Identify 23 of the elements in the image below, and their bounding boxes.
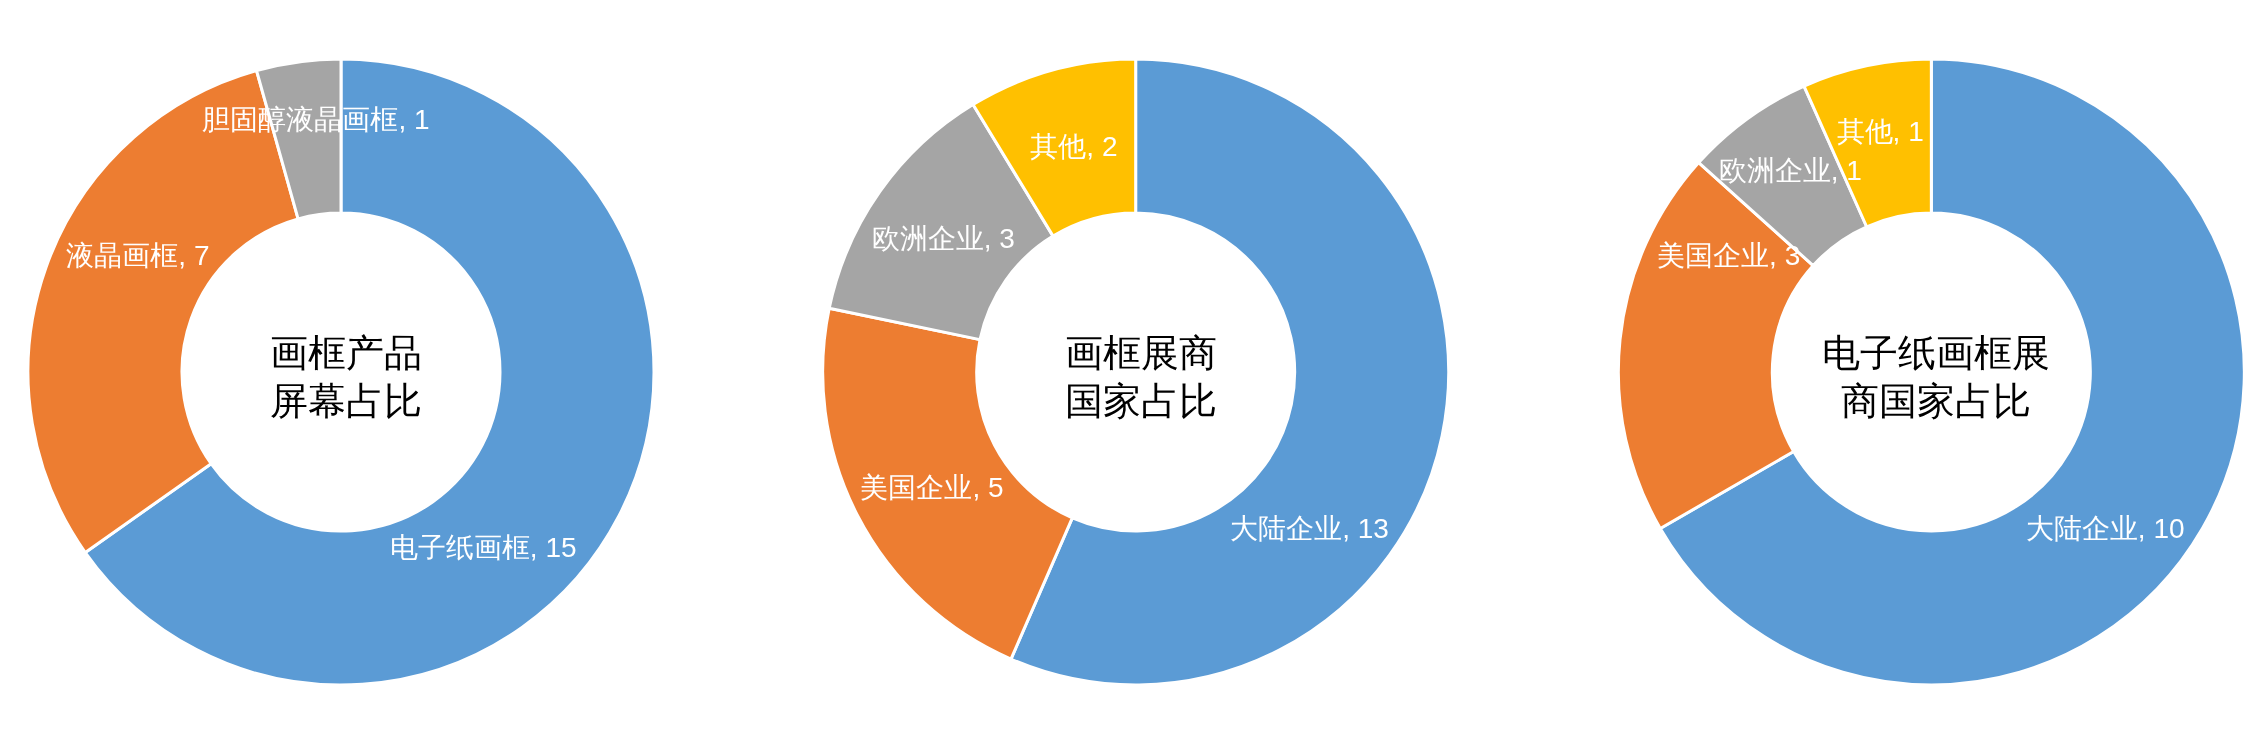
slice-label: 其他 xyxy=(1030,130,1087,162)
slice-label: 其他 xyxy=(1836,115,1893,147)
slice-label: 大陆企业 xyxy=(1230,513,1343,545)
data-label: , 1 xyxy=(1830,154,1862,186)
data-label: , 1 xyxy=(398,103,430,135)
data-label: , 13 xyxy=(1342,513,1390,545)
slice-label: 大陆企业 xyxy=(2025,513,2138,545)
slice-label: 欧洲企业 xyxy=(1718,154,1831,186)
text: 画框产品屏幕占比 xyxy=(270,332,422,422)
data-label: , 3 xyxy=(984,223,1016,255)
text: 画框展商国家占比 xyxy=(1064,332,1217,422)
data-label: , 2 xyxy=(1086,130,1118,162)
slice-label: 美国企业 xyxy=(860,471,973,503)
data-label: , 15 xyxy=(529,532,577,564)
slice-label: 液晶画框 xyxy=(66,240,179,272)
data-label: , 1 xyxy=(1892,115,1924,147)
data-label: , 5 xyxy=(972,471,1004,503)
slice-label: 欧洲企业 xyxy=(872,223,985,255)
text: 电子纸画框展商国家占比 xyxy=(1821,332,2050,422)
slice-label: 电子纸画框 xyxy=(389,532,530,564)
data-label: , 10 xyxy=(2137,513,2185,545)
data-label: , 7 xyxy=(178,240,210,272)
slice-label: 美国企业 xyxy=(1656,239,1769,271)
